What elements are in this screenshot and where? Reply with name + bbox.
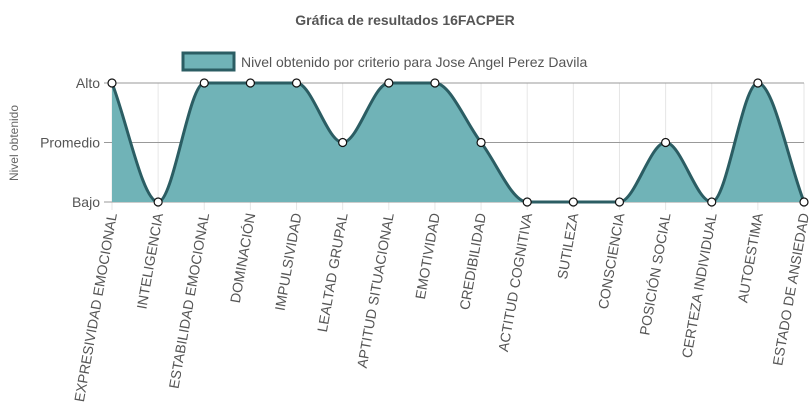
x-tick-label: IMPULSIVIDAD <box>272 212 305 312</box>
series-area-fill <box>112 83 804 202</box>
x-tick-label: EXPRESIVIDAD EMOCIONAL <box>71 212 120 403</box>
x-ticks: EXPRESIVIDAD EMOCIONAL INTELIGENCIA ESTABI… <box>71 211 810 403</box>
y-tick-label: Promedio <box>40 135 100 151</box>
data-point <box>291 78 302 88</box>
chart-title: Gráfica de resultados 16FACPER <box>295 12 514 28</box>
data-points <box>107 78 809 207</box>
data-point <box>245 78 255 88</box>
x-tick-label: DOMINACIÓN <box>227 212 259 304</box>
x-tick-label: ESTADO DE ANSIEDAD <box>769 212 810 367</box>
data-point <box>568 197 578 207</box>
y-ticks: Bajo Promedio Alto <box>40 75 100 210</box>
data-point <box>614 197 625 207</box>
data-point <box>707 197 717 207</box>
legend-label: Nivel obtenido por criterio para Jose An… <box>241 54 588 70</box>
y-tick-label: Alto <box>76 75 100 91</box>
y-tick-label: Bajo <box>72 194 100 210</box>
x-tick-label: EMOTIVIDAD <box>412 212 443 301</box>
x-tick-label: AUTOESTIMA <box>734 211 766 304</box>
x-tick-label: CREDIBILIDAD <box>456 212 489 311</box>
data-point <box>338 137 348 148</box>
x-tick-label: LEALTAD GRUPAL <box>314 212 351 334</box>
x-tick-label: CONSCIENCIA <box>595 211 628 310</box>
x-tick-label: CERTEZA INDIVIDUAL <box>678 212 719 360</box>
data-point <box>660 137 671 148</box>
data-point <box>522 197 532 207</box>
data-point <box>799 197 809 207</box>
x-tick-label: APTITUD SITUACIONAL <box>354 212 397 370</box>
data-point <box>153 197 163 207</box>
x-tick-label: SUTILEZA <box>554 211 581 280</box>
data-point <box>753 78 763 88</box>
x-tick-label: ACTITUD COGNITIVA <box>495 211 535 353</box>
data-point <box>384 78 394 88</box>
x-tick-label: POSICIÓN SOCIAL <box>636 212 673 337</box>
data-point <box>107 78 117 88</box>
data-point <box>476 137 486 148</box>
legend-swatch <box>181 51 236 72</box>
x-tick-label: INTELIGENCIA <box>133 211 166 310</box>
data-point <box>199 78 209 88</box>
x-tick-label: ESTABILIDAD EMOCIONAL <box>166 212 213 390</box>
y-axis-label: Nivel obtenido <box>7 105 21 181</box>
legend[interactable]: Nivel obtenido por criterio para Jose An… <box>181 51 588 72</box>
data-point <box>430 78 440 88</box>
